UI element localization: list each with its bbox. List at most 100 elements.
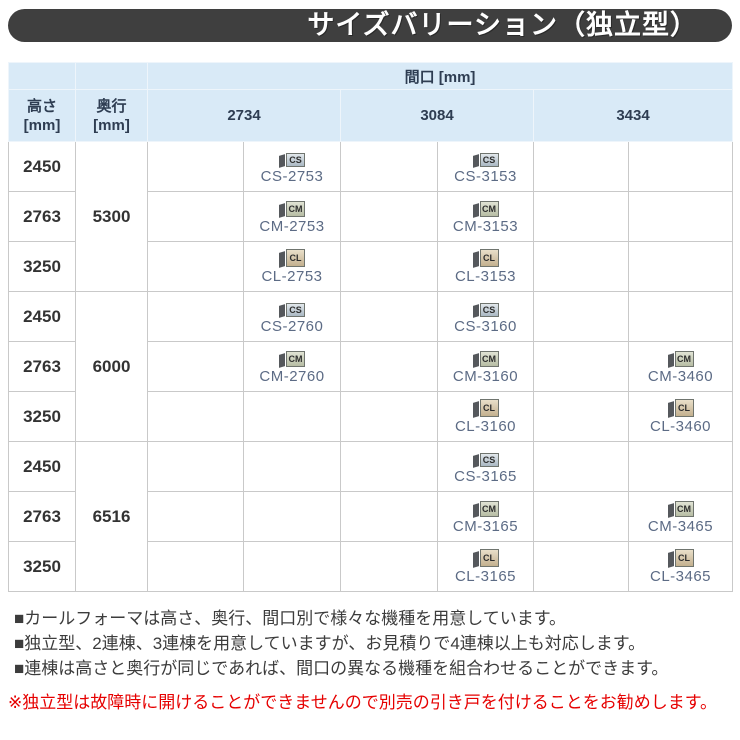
empty-cell bbox=[147, 141, 244, 192]
product-cell: CL CL-3160 bbox=[437, 391, 534, 442]
empty-cell bbox=[147, 241, 244, 292]
header-width-3084: 3084 bbox=[340, 89, 534, 142]
product-code: CL-3153 bbox=[454, 267, 517, 285]
product-cell: CS CS-3160 bbox=[437, 291, 534, 342]
empty-cell bbox=[340, 341, 438, 392]
empty-cell bbox=[340, 191, 438, 242]
header-width-2734: 2734 bbox=[147, 89, 341, 142]
product-code: CM-3165 bbox=[452, 517, 519, 535]
empty-cell bbox=[147, 291, 244, 342]
shed-cl-icon: CL bbox=[472, 548, 499, 568]
note-line: ■カールフォーマは高さ、奥行、間口別で様々な機種を用意しています。 bbox=[14, 609, 567, 628]
header-height-label: 高さ bbox=[26, 97, 57, 115]
header-width-3434: 3434 bbox=[532, 89, 734, 142]
empty-cell bbox=[340, 291, 438, 342]
shed-cs-icon: CS bbox=[472, 302, 499, 318]
shed-cs-icon: CS bbox=[279, 302, 305, 318]
empty-cell bbox=[533, 291, 629, 342]
shed-cm-icon: CM bbox=[667, 500, 694, 518]
table-row: 2450 6000 CS CS-2760 CS CS-3160 bbox=[8, 291, 734, 442]
product-cell: CM CM-3460 bbox=[627, 341, 734, 392]
table-row: 2763 CM CM-3165 CM CM-3465 bbox=[8, 491, 734, 542]
shed-cs-icon: CS bbox=[279, 152, 305, 168]
product-code: CL-3460 bbox=[649, 417, 712, 435]
header-depth-unit: [mm] bbox=[93, 116, 130, 134]
height-cell: 2763 bbox=[8, 341, 76, 392]
height-cell: 2450 bbox=[8, 441, 76, 492]
height-cell: 3250 bbox=[8, 241, 76, 292]
height-cell: 2763 bbox=[8, 491, 76, 542]
shed-cm-icon: CM bbox=[472, 200, 499, 218]
empty-cell bbox=[147, 441, 244, 492]
table-row: 3250 CL CL-3160 CL CL-3460 bbox=[8, 391, 734, 442]
header-height-unit: [mm] bbox=[23, 116, 61, 134]
empty-cell bbox=[340, 391, 438, 442]
note-line: ■独立型、2連棟、3連棟を用意していますが、お見積りで4連棟以上も対応します。 bbox=[14, 634, 646, 653]
product-cell: CL CL-3165 bbox=[437, 541, 534, 592]
height-cell: 3250 bbox=[8, 541, 76, 592]
header-maguchi: 間口 [mm] bbox=[146, 62, 734, 90]
size-variation-table: 間口 [mm] 高さ [mm] 奥行 [mm] 2734 3084 3434 2… bbox=[8, 62, 734, 592]
product-cell: CM CM-2760 bbox=[243, 341, 341, 392]
empty-cell bbox=[340, 141, 438, 192]
empty-cell bbox=[627, 141, 734, 192]
product-cell: CM CM-3160 bbox=[437, 341, 534, 392]
empty-cell bbox=[533, 341, 629, 392]
product-cell: CL CL-3460 bbox=[627, 391, 734, 442]
shed-cl-icon: CL bbox=[667, 398, 694, 418]
product-code: CM-3460 bbox=[647, 367, 714, 385]
empty-cell bbox=[627, 191, 734, 242]
product-cell: CL CL-3153 bbox=[437, 241, 534, 292]
empty-cell bbox=[627, 291, 734, 342]
empty-cell bbox=[533, 241, 629, 292]
product-code: CS-3165 bbox=[454, 467, 517, 485]
product-code: CM-3465 bbox=[647, 517, 714, 535]
shed-cl-icon: CL bbox=[472, 398, 499, 418]
depth-cell: 6516 bbox=[75, 441, 148, 592]
product-cell: CL CL-3465 bbox=[627, 541, 734, 592]
empty-cell bbox=[340, 441, 438, 492]
shed-cm-icon: CM bbox=[667, 350, 694, 368]
shed-cm-icon: CM bbox=[472, 500, 499, 518]
empty-cell bbox=[533, 191, 629, 242]
product-code: CM-3153 bbox=[452, 217, 519, 235]
product-cell: CS CS-3165 bbox=[437, 441, 534, 492]
table-row: 2763 CM CM-2760 CM CM-3160 CM CM-3460 bbox=[8, 341, 734, 392]
table-row: 2450 5300 CS CS-2753 CS CS-3153 bbox=[8, 141, 734, 292]
table-row: 3250 CL CL-3165 CL CL-3465 bbox=[8, 541, 734, 592]
empty-cell bbox=[147, 491, 244, 542]
product-code: CS-2753 bbox=[260, 167, 324, 185]
empty-cell bbox=[147, 191, 244, 242]
shed-cs-icon: CS bbox=[472, 452, 499, 468]
product-cell: CM CM-3465 bbox=[627, 491, 734, 542]
product-cell: CM CM-3153 bbox=[437, 191, 534, 242]
empty-cell bbox=[243, 441, 341, 492]
product-cell: CM CM-3165 bbox=[437, 491, 534, 542]
product-code: CL-3465 bbox=[649, 567, 712, 585]
product-cell: CL CL-2753 bbox=[243, 241, 341, 292]
depth-cell: 5300 bbox=[75, 141, 148, 292]
empty-cell bbox=[243, 491, 341, 542]
product-code: CS-3153 bbox=[454, 167, 517, 185]
height-cell: 3250 bbox=[8, 391, 76, 442]
product-code: CL-3165 bbox=[454, 567, 517, 585]
header-spacer bbox=[75, 62, 148, 90]
empty-cell bbox=[533, 441, 629, 492]
empty-cell bbox=[627, 441, 734, 492]
table-row: 2763 CM CM-2753 CM CM-3153 bbox=[8, 191, 734, 242]
empty-cell bbox=[147, 341, 244, 392]
header-spacer bbox=[8, 62, 76, 90]
shed-cl-icon: CL bbox=[279, 248, 305, 268]
header-height: 高さ [mm] bbox=[8, 89, 76, 142]
note-line: ■連棟は高さと奥行が同じであれば、間口の異なる機種を組合わせることができます。 bbox=[14, 659, 669, 678]
empty-cell bbox=[533, 141, 629, 192]
product-code: CS-2760 bbox=[260, 317, 324, 335]
empty-cell bbox=[147, 541, 244, 592]
depth-cell: 6000 bbox=[75, 291, 148, 442]
height-cell: 2450 bbox=[8, 141, 76, 192]
shed-cs-icon: CS bbox=[472, 152, 499, 168]
shed-cm-icon: CM bbox=[279, 200, 305, 218]
empty-cell bbox=[533, 541, 629, 592]
header-depth-label: 奥行 bbox=[96, 97, 127, 115]
product-code: CL-2753 bbox=[261, 267, 323, 285]
